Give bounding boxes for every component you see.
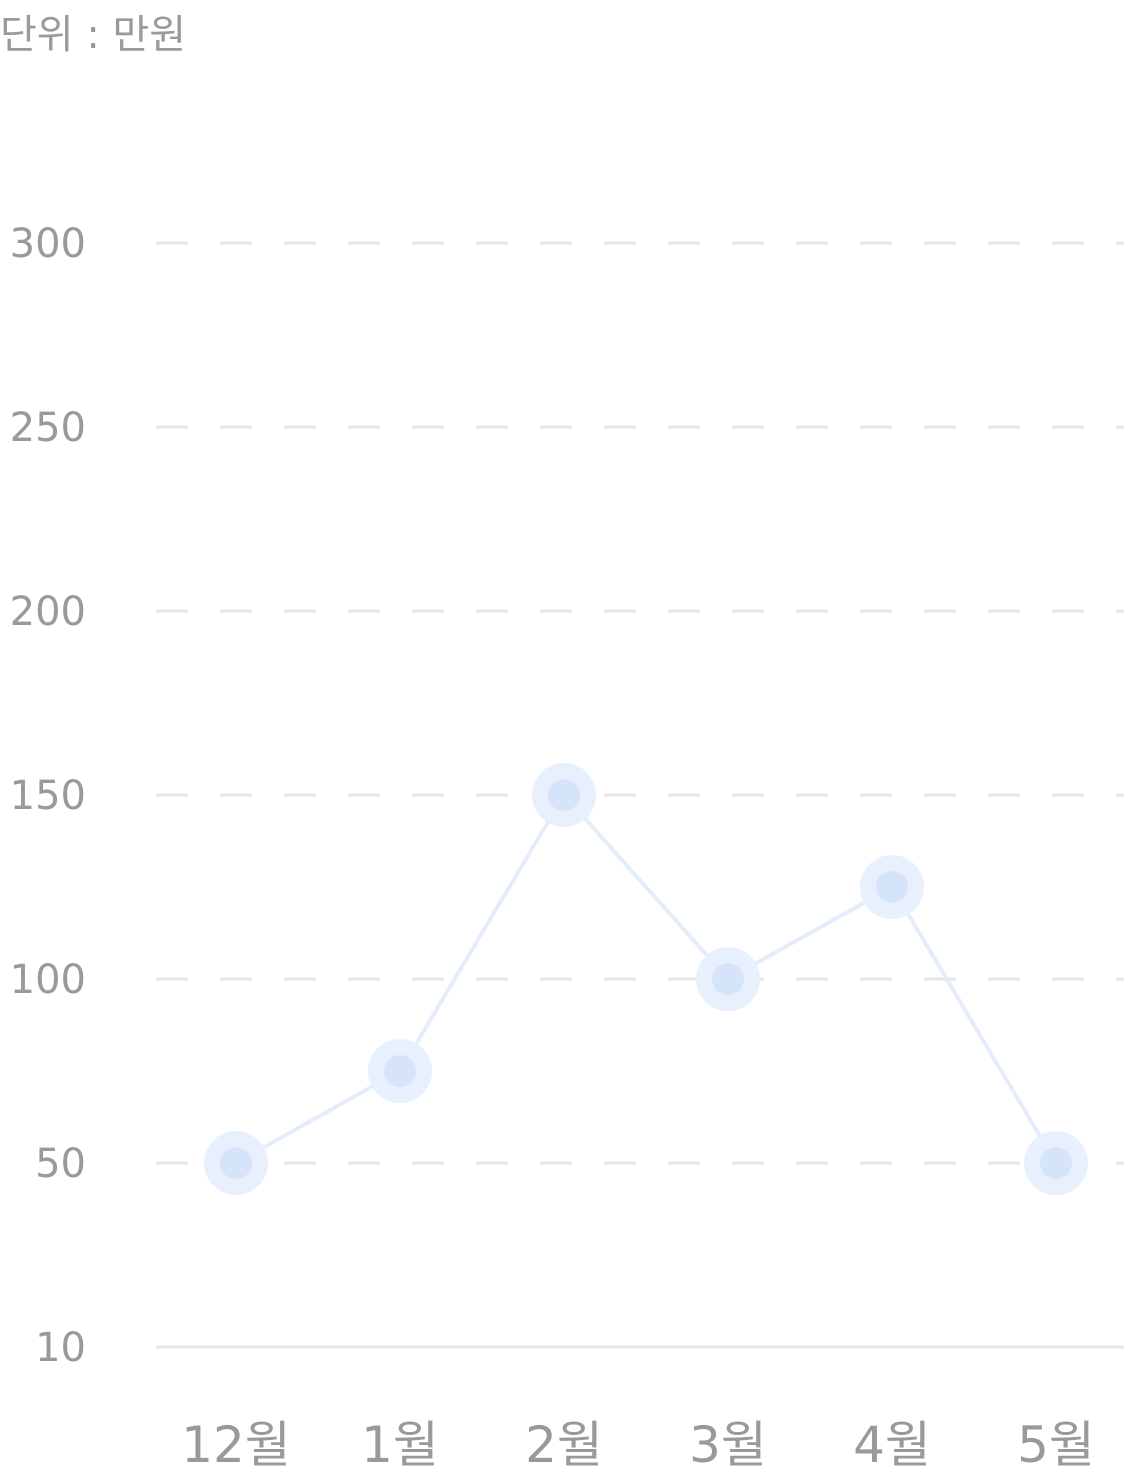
x-tick-label: 3월 — [689, 1416, 767, 1474]
data-point-dot — [548, 779, 580, 811]
data-points — [204, 763, 1088, 1195]
data-point-dot — [712, 963, 744, 995]
y-tick-label: 250 — [10, 405, 86, 451]
x-tick-label: 5월 — [1017, 1416, 1095, 1474]
x-tick-label: 2월 — [525, 1416, 603, 1474]
x-axis-ticks: 12월 1월 2월 3월 4월 5월 — [181, 1416, 1095, 1474]
y-tick-label: 200 — [10, 589, 86, 635]
data-point — [204, 1131, 268, 1195]
y-tick-label: 100 — [10, 957, 86, 1003]
data-point-dot — [220, 1147, 252, 1179]
data-point — [368, 1039, 432, 1103]
data-point — [860, 855, 924, 919]
data-point-dot — [384, 1055, 416, 1087]
y-tick-label: 50 — [35, 1141, 86, 1187]
data-point-dot — [1040, 1147, 1072, 1179]
data-point — [532, 763, 596, 827]
data-point-dot — [876, 871, 908, 903]
data-point — [696, 947, 760, 1011]
y-tick-label: 300 — [10, 221, 86, 267]
x-tick-label: 4월 — [853, 1416, 931, 1474]
unit-label: 단위 : 만원 — [0, 12, 187, 58]
x-tick-label: 1월 — [361, 1416, 439, 1474]
grid-lines — [156, 241, 1124, 1349]
y-tick-label: 150 — [10, 773, 86, 819]
y-axis-ticks: 300 250 200 150 100 50 10 — [10, 221, 86, 1371]
data-point — [1024, 1131, 1088, 1195]
x-tick-label: 12월 — [181, 1416, 291, 1474]
y-tick-label: 10 — [35, 1325, 86, 1371]
